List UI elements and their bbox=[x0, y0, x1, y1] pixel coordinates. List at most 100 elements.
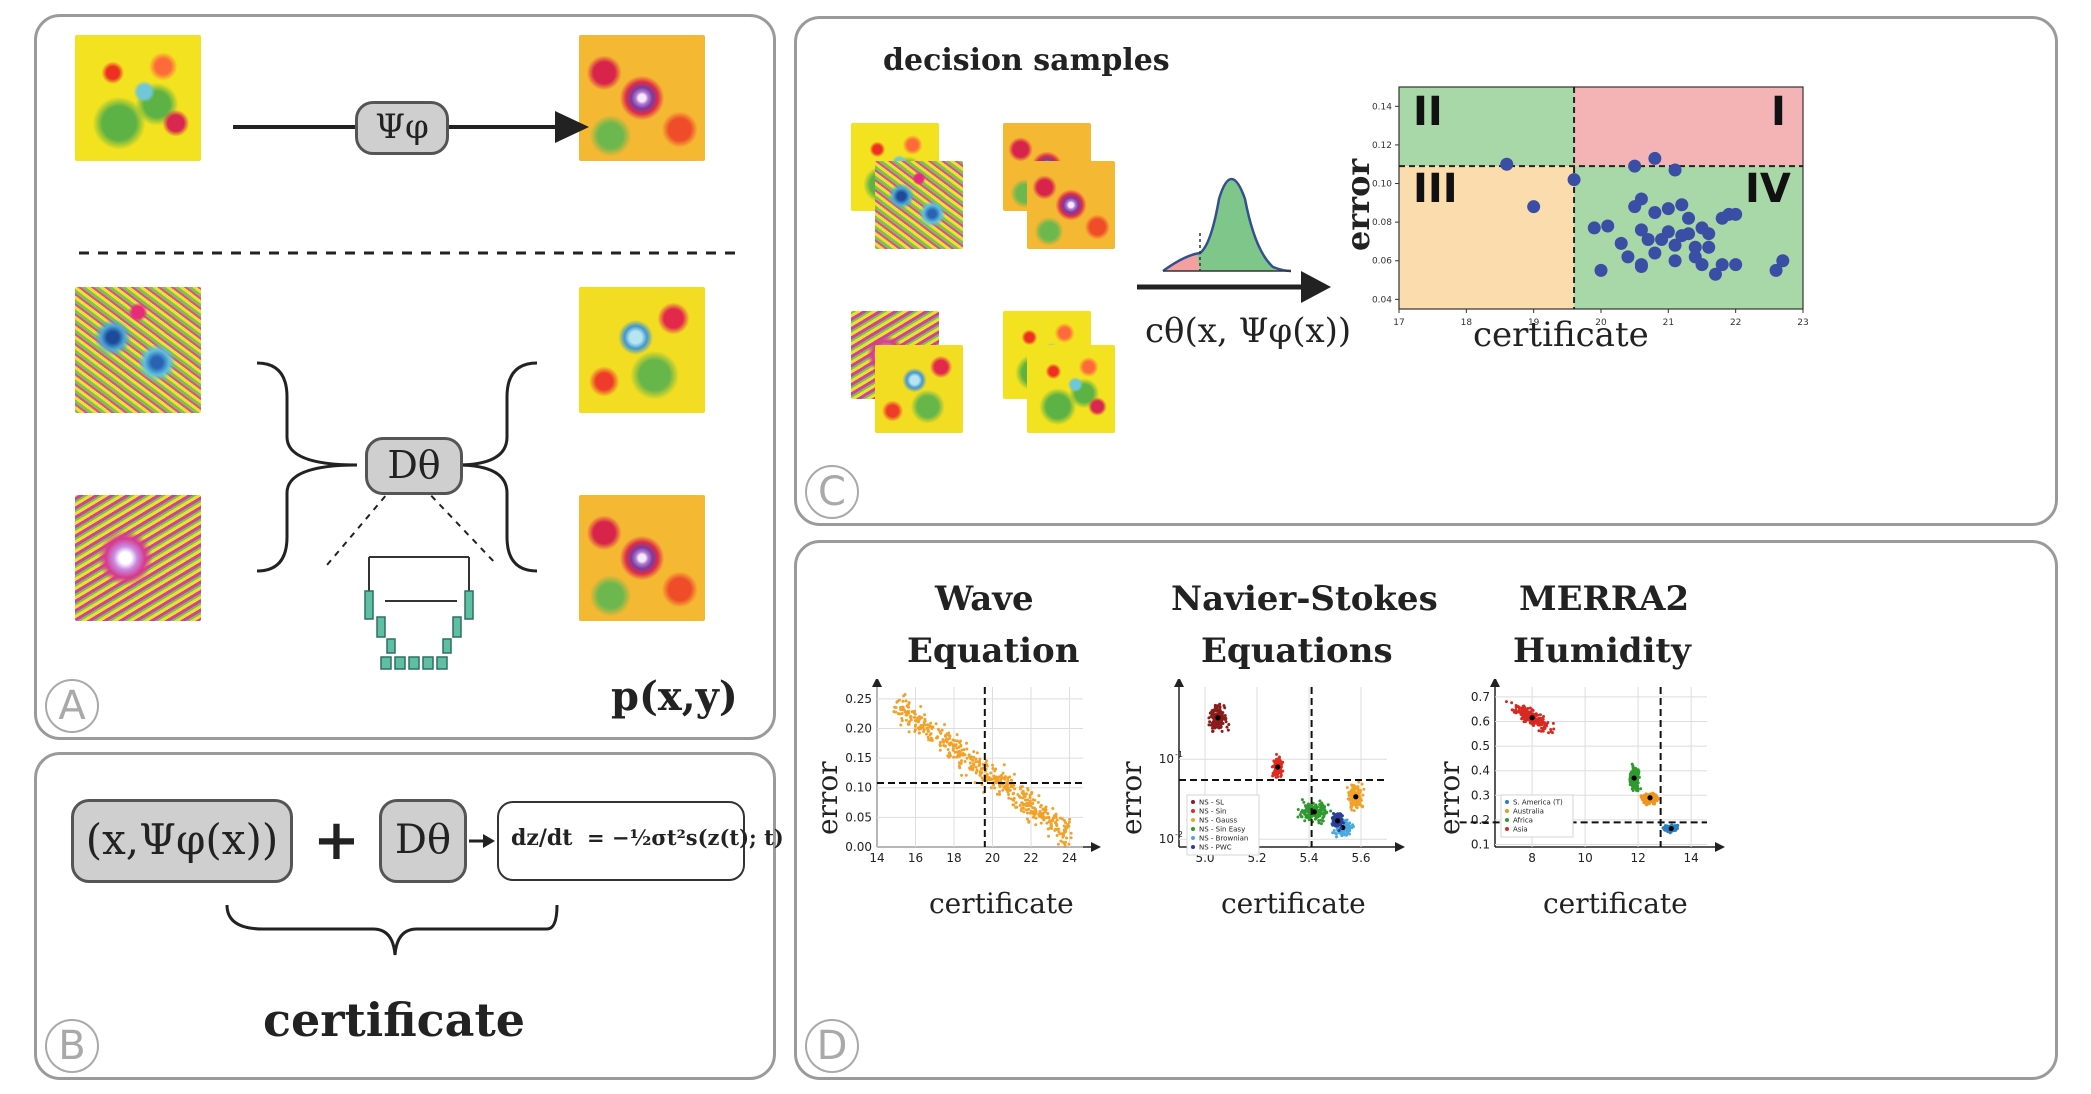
data-point bbox=[1009, 785, 1013, 789]
data-point bbox=[1050, 819, 1054, 823]
data-point bbox=[1310, 815, 1314, 819]
data-point bbox=[912, 715, 916, 719]
data-point bbox=[1043, 809, 1047, 813]
y-tick-label: 0.00 bbox=[845, 840, 872, 854]
legend-marker bbox=[1191, 827, 1195, 831]
data-point bbox=[1332, 828, 1336, 832]
d1-title-2: Equation bbox=[907, 631, 1080, 671]
input-field-sample bbox=[75, 35, 201, 161]
data-point bbox=[919, 704, 923, 708]
x-tick-label: 18 bbox=[1461, 318, 1473, 328]
data-point bbox=[1042, 816, 1046, 820]
data-point bbox=[971, 762, 975, 766]
y-tick-exponent: -1 bbox=[1175, 750, 1183, 759]
data-point bbox=[1270, 765, 1274, 769]
data-point bbox=[1651, 797, 1655, 801]
data-point bbox=[987, 776, 991, 780]
data-point bbox=[907, 720, 911, 724]
data-point bbox=[971, 768, 975, 772]
sample-front-3 bbox=[875, 345, 963, 433]
data-point bbox=[917, 731, 921, 735]
x-axis-arrow bbox=[1395, 842, 1405, 852]
data-point bbox=[1040, 815, 1044, 819]
data-point bbox=[913, 724, 917, 728]
data-point bbox=[1675, 198, 1689, 212]
data-point bbox=[1303, 812, 1307, 816]
data-point bbox=[1052, 814, 1056, 818]
data-point bbox=[1637, 775, 1641, 779]
data-point bbox=[1051, 807, 1055, 811]
data-point bbox=[929, 721, 933, 725]
data-point bbox=[1026, 804, 1030, 808]
data-point bbox=[1068, 817, 1072, 821]
data-point bbox=[1057, 830, 1061, 834]
joint-distribution-label: p(x,y) bbox=[611, 673, 738, 720]
data-point bbox=[951, 738, 955, 742]
data-point bbox=[974, 760, 978, 764]
y-tick-label: 0.7 bbox=[1471, 690, 1490, 704]
data-point bbox=[975, 768, 979, 772]
legend-entry: S. America (T) bbox=[1513, 799, 1563, 807]
data-point bbox=[1061, 835, 1065, 839]
legend-entry: NS - Gauss bbox=[1199, 817, 1237, 825]
legend-entry: Africa bbox=[1513, 817, 1533, 825]
data-point bbox=[957, 761, 961, 765]
data-point bbox=[1272, 759, 1276, 763]
data-point bbox=[972, 750, 976, 754]
data-point bbox=[952, 755, 956, 759]
data-point bbox=[1634, 786, 1638, 790]
data-point bbox=[1321, 816, 1325, 820]
data-point bbox=[1531, 709, 1535, 713]
data-point bbox=[1331, 831, 1335, 835]
data-point bbox=[1053, 821, 1057, 825]
data-point bbox=[913, 728, 917, 732]
data-point bbox=[1668, 254, 1682, 268]
data-point bbox=[1334, 835, 1338, 839]
data-point bbox=[1348, 798, 1352, 802]
data-point bbox=[1340, 834, 1344, 838]
x-tick-label: 20 bbox=[1595, 318, 1607, 328]
data-point bbox=[1346, 824, 1350, 828]
data-point bbox=[1340, 831, 1344, 835]
x-axis-arrow bbox=[1715, 842, 1725, 852]
x-tick-label: 23 bbox=[1797, 318, 1808, 328]
data-point bbox=[1688, 240, 1702, 254]
data-point bbox=[1651, 791, 1655, 795]
panel-c: decision samples cθ(x, Ψφ(x)) I II III IV 17… bbox=[794, 16, 2058, 526]
d2-title-1: Navier-Stokes bbox=[1171, 579, 1438, 619]
data-point bbox=[907, 710, 911, 714]
data-point bbox=[1539, 729, 1543, 733]
d3-ylabel: error bbox=[1433, 761, 1466, 835]
data-point bbox=[907, 702, 911, 706]
data-point bbox=[1350, 795, 1354, 799]
data-point bbox=[1305, 816, 1309, 820]
data-point bbox=[927, 738, 931, 742]
data-point bbox=[1614, 236, 1628, 250]
surrogate-node: Ψφ bbox=[355, 101, 449, 155]
data-point bbox=[1227, 723, 1231, 727]
data-point bbox=[1050, 827, 1054, 831]
chart-c-ylabel: error bbox=[1339, 158, 1377, 251]
data-point bbox=[1020, 806, 1024, 810]
data-point bbox=[1299, 815, 1303, 819]
data-point bbox=[1682, 211, 1696, 225]
data-point bbox=[1542, 715, 1546, 719]
y-tick-label: 0.25 bbox=[845, 692, 872, 706]
data-point bbox=[1300, 798, 1304, 802]
data-point bbox=[1351, 799, 1355, 803]
sample-front-2 bbox=[1027, 161, 1115, 249]
y-tick-label: 0.10 bbox=[845, 781, 872, 795]
data-point bbox=[1522, 720, 1526, 724]
legend-entry: NS - Sin bbox=[1199, 808, 1226, 816]
data-point bbox=[1360, 805, 1364, 809]
data-point bbox=[1520, 713, 1524, 717]
data-point bbox=[1018, 795, 1022, 799]
merra2-humidity-chart: 8 10 12 14 0.1 0.2 0.3 0.4 0.5 0.6 0.7 S. America (… bbox=[1457, 679, 1725, 865]
sample-front-1 bbox=[875, 161, 963, 249]
series-mean-marker bbox=[1647, 795, 1653, 801]
data-point bbox=[958, 750, 962, 754]
series-mean-marker bbox=[1275, 764, 1281, 770]
y-tick-label: 10 bbox=[1159, 832, 1174, 846]
data-point bbox=[1538, 716, 1542, 720]
data-point bbox=[1356, 785, 1360, 789]
